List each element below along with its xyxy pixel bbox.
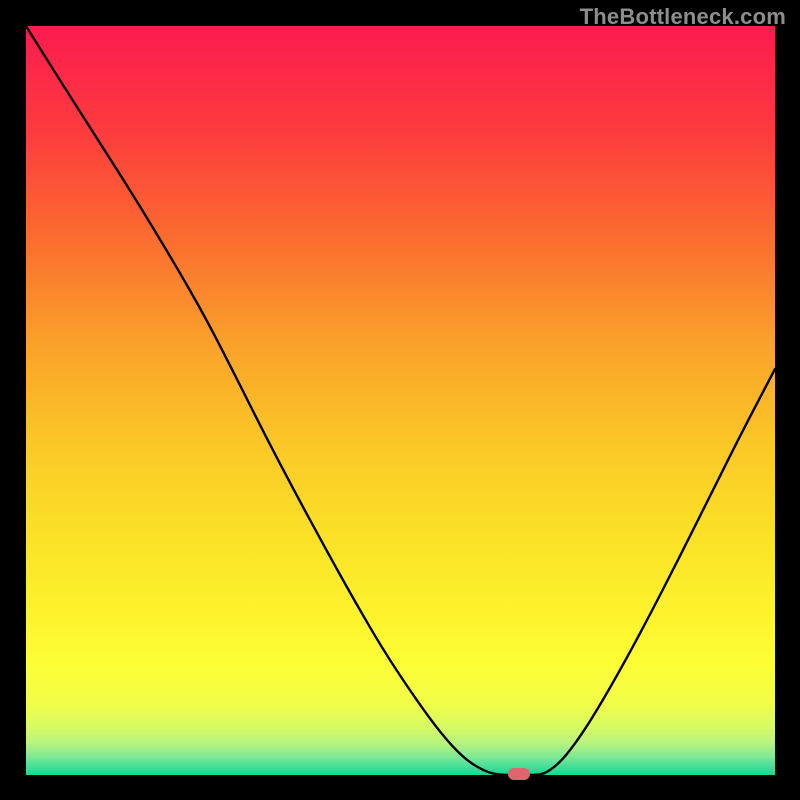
plot-svg bbox=[26, 26, 775, 775]
plot-area bbox=[26, 26, 775, 775]
gradient-background bbox=[26, 26, 775, 775]
optimal-point-marker bbox=[508, 768, 530, 780]
chart-frame: TheBottleneck.com bbox=[0, 0, 800, 800]
